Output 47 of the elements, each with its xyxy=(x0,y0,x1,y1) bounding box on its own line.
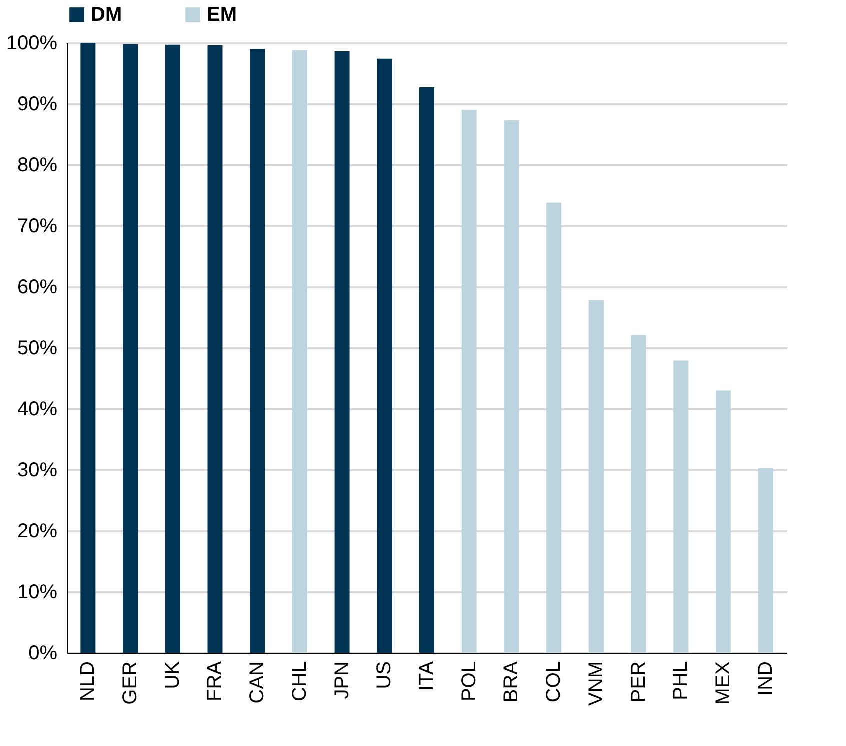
legend-label: DM xyxy=(91,4,122,26)
x-tick-label: COL xyxy=(543,662,566,703)
bar xyxy=(334,52,350,653)
x-tick-label: IND xyxy=(754,662,777,696)
y-tick-label: 50% xyxy=(17,338,58,360)
bar xyxy=(420,88,434,653)
x-tick-label: CHL xyxy=(288,662,311,702)
bar xyxy=(80,43,96,653)
x-tick-label: VNM xyxy=(585,662,608,706)
y-tick-label: 20% xyxy=(17,520,58,542)
bar xyxy=(631,335,646,653)
y-tick-label: 10% xyxy=(17,582,58,604)
bar xyxy=(123,44,138,653)
bar xyxy=(674,360,689,653)
bar xyxy=(546,202,562,653)
x-tick-label: PHL xyxy=(670,662,692,700)
bar xyxy=(588,300,604,653)
x-tick-label: CAN xyxy=(246,662,269,704)
bar xyxy=(208,45,223,653)
x-tick-label: POL xyxy=(458,662,480,702)
x-tick-label: NLD xyxy=(77,662,100,702)
legend-label: EM xyxy=(207,4,237,26)
x-tick-label: PER xyxy=(628,662,650,703)
y-tick-label: 80% xyxy=(17,154,58,176)
x-tick-label: ITA xyxy=(416,660,438,692)
bar xyxy=(377,58,392,653)
x-tick-label: FRA xyxy=(204,660,226,702)
bar xyxy=(504,120,520,653)
x-tick-label: MEX xyxy=(712,662,734,705)
y-tick-label: 30% xyxy=(17,460,58,482)
x-tick-label: JPN xyxy=(331,662,354,700)
x-tick-label: GER xyxy=(120,662,142,705)
y-tick-label: 90% xyxy=(17,94,58,116)
bar xyxy=(165,44,180,653)
y-tick-label: 70% xyxy=(17,216,58,238)
bar xyxy=(758,468,774,653)
x-tick-label: BRA xyxy=(500,660,523,703)
bar xyxy=(462,110,477,653)
bar xyxy=(250,49,266,653)
y-tick-label: 0% xyxy=(28,642,58,664)
bar xyxy=(716,390,731,653)
x-tick-label: US xyxy=(374,662,396,690)
y-tick-label: 100% xyxy=(6,32,58,54)
y-tick-label: 60% xyxy=(17,276,58,298)
x-tick-label: UK xyxy=(162,660,184,690)
bar xyxy=(292,50,308,653)
y-tick-label: 40% xyxy=(17,398,58,420)
